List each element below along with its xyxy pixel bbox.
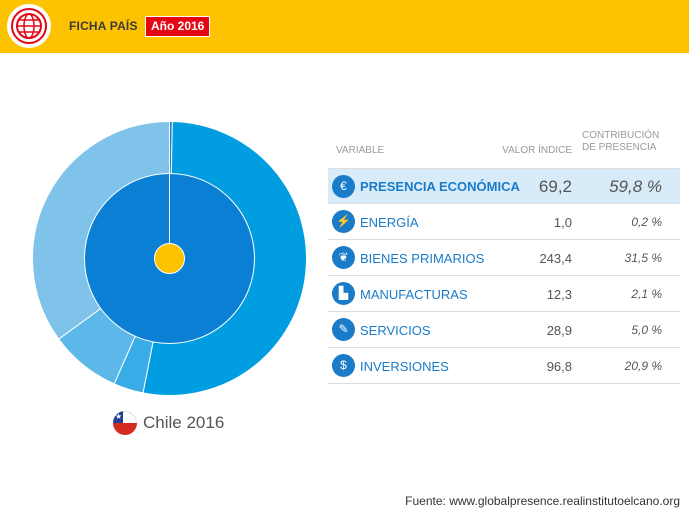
energy-tower-icon: ⚡ (332, 210, 355, 233)
donut-center-dot (154, 243, 185, 274)
row-value: 1,0 (553, 215, 572, 230)
row-name[interactable]: MANUFACTURAS (360, 287, 468, 302)
row-value: 28,9 (546, 323, 572, 338)
row-name[interactable]: BIENES PRIMARIOS (360, 251, 485, 266)
header-bar: FICHA PAÍS Año 2016 (0, 0, 689, 53)
header-contribucion: CONTRIBUCIÓN DE PRESENCIA (582, 130, 662, 154)
country-label: ★ Chile 2016 (113, 411, 224, 435)
investment-icon: $ (332, 354, 355, 377)
row-contribution: 31,5 % (624, 251, 662, 265)
table-header: VARIABLE VALOR ÍNDICE CONTRIBUCIÓN DE PR… (328, 128, 680, 168)
row-contribution: 59,8 % (609, 177, 662, 196)
variables-table: VARIABLE VALOR ÍNDICE CONTRIBUCIÓN DE PR… (328, 128, 680, 384)
page-title: FICHA PAÍS (69, 19, 138, 33)
services-icon: ✎ (332, 318, 355, 341)
header-valor: VALOR ÍNDICE (502, 145, 572, 156)
table-row[interactable]: ⚡ ENERGÍA 1,0 0,2 % (328, 204, 680, 240)
country-name: Chile 2016 (143, 413, 225, 432)
source-note: Fuente: www.globalpresence.realinstituto… (405, 494, 680, 508)
row-contribution: 5,0 % (631, 323, 662, 337)
row-contribution: 0,2 % (631, 215, 662, 229)
table-row[interactable]: € PRESENCIA ECONÓMICA 69,2 59,8 % (328, 168, 680, 204)
header-contribucion-line1: CONTRIBUCIÓN (582, 130, 660, 141)
row-value: 12,3 (546, 287, 572, 302)
chile-flag-icon: ★ (113, 411, 137, 435)
globe-logo-icon (7, 4, 51, 48)
factory-icon: ▙ (332, 282, 355, 305)
row-value: 96,8 (546, 359, 572, 374)
row-name[interactable]: PRESENCIA ECONÓMICA (360, 179, 520, 194)
row-contribution: 2,1 % (631, 287, 662, 301)
row-name[interactable]: INVERSIONES (360, 359, 449, 374)
table-row[interactable]: $ INVERSIONES 96,8 20,9 % (328, 348, 680, 384)
row-name[interactable]: SERVICIOS (360, 323, 431, 338)
presence-donut-chart (32, 121, 307, 396)
euro-icon: € (332, 175, 355, 198)
row-value: 69,2 (538, 177, 572, 196)
header-variable: VARIABLE (336, 145, 385, 156)
table-row[interactable]: ❦ BIENES PRIMARIOS 243,4 31,5 % (328, 240, 680, 276)
table-row[interactable]: ✎ SERVICIOS 28,9 5,0 % (328, 312, 680, 348)
row-contribution: 20,9 % (624, 359, 662, 373)
row-value: 243,4 (539, 251, 572, 266)
table-row[interactable]: ▙ MANUFACTURAS 12,3 2,1 % (328, 276, 680, 312)
row-name[interactable]: ENERGÍA (360, 215, 419, 230)
header-contribucion-line2: DE PRESENCIA (582, 142, 657, 153)
year-badge: Año 2016 (145, 16, 211, 37)
wheat-icon: ❦ (332, 246, 355, 269)
